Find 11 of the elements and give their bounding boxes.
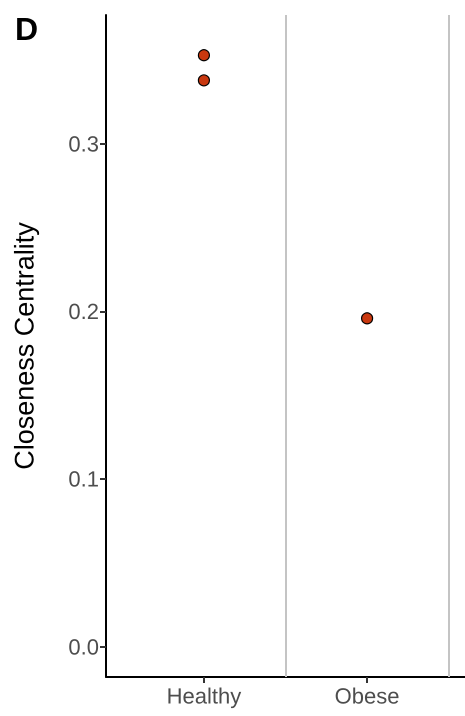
y-tick-label: 0.2: [68, 299, 99, 324]
chart-title: D: [15, 11, 38, 47]
x-tick-label: Healthy: [166, 684, 242, 708]
point: [198, 49, 210, 62]
y-axis-title: Closeness Centrality: [10, 222, 40, 470]
y-tick-label: 0.0: [68, 634, 99, 660]
point: [198, 74, 210, 86]
y-tick-label: 0.1: [68, 466, 99, 492]
point: [361, 312, 374, 324]
x-tick-label: Obese: [334, 684, 400, 708]
y-tick-label: 0.3: [68, 132, 99, 157]
